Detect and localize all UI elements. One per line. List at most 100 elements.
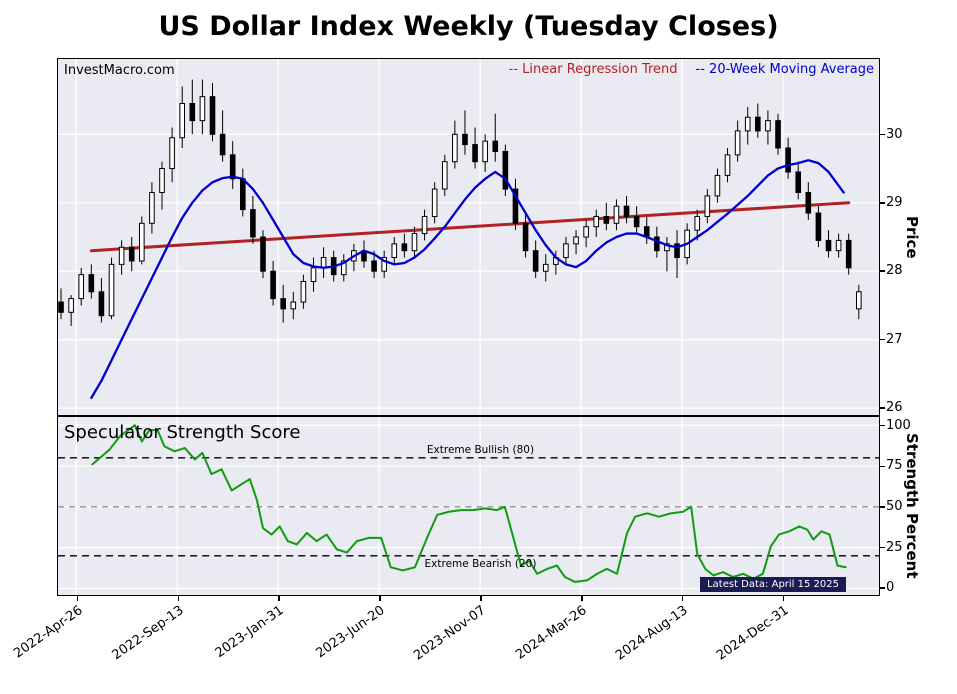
- candle: [482, 134, 488, 172]
- strength-tick-mark: [880, 587, 885, 589]
- candle: [219, 110, 226, 162]
- x-tick-label: 2022-Sep-13: [109, 603, 187, 664]
- price-tick-label: 29: [886, 194, 903, 210]
- candle: [250, 195, 256, 244]
- x-tick-label: 2023-Jun-20: [313, 603, 388, 662]
- watermark-investmacro: InvestMacro.com: [64, 63, 175, 78]
- candle: [522, 213, 529, 258]
- candle: [664, 237, 670, 272]
- x-tick-label: 2024-Mar-26: [513, 603, 590, 663]
- candle: [361, 240, 367, 268]
- candle: [189, 79, 196, 135]
- candle: [381, 250, 387, 279]
- candle: [209, 82, 216, 142]
- price-tick-mark: [880, 202, 885, 204]
- x-tick-mark: [782, 596, 785, 601]
- candle: [795, 161, 802, 200]
- candle: [260, 230, 266, 279]
- x-tick-mark: [76, 596, 79, 601]
- strength-tick-mark: [880, 424, 885, 427]
- candle: [643, 216, 650, 244]
- candle: [744, 106, 751, 145]
- candle: [290, 291, 297, 320]
- chart-title: US Dollar Index Weekly (Tuesday Closes): [158, 11, 779, 42]
- strength-score-line: [91, 424, 847, 583]
- candle: [270, 260, 276, 306]
- strength-tick-mark: [880, 465, 885, 468]
- x-tick-mark: [581, 596, 583, 601]
- x-tick-mark: [278, 596, 280, 601]
- candle: [68, 295, 74, 326]
- candle: [845, 233, 852, 275]
- candle: [411, 226, 418, 258]
- candle: [421, 209, 428, 241]
- candle: [825, 230, 832, 258]
- candle: [734, 120, 741, 162]
- price-panel: [57, 58, 880, 416]
- strength-chart: [58, 417, 879, 595]
- x-tick-mark: [177, 596, 180, 601]
- strength-panel-title: Speculator Strength Score: [64, 422, 301, 443]
- candle: [785, 137, 791, 179]
- candle: [199, 79, 206, 135]
- strength-tick-label: 50: [886, 498, 903, 514]
- candle: [78, 267, 85, 306]
- price-tick-label: 28: [886, 263, 903, 279]
- strength-tick-label: 75: [886, 458, 903, 474]
- extreme-bullish-label: Extreme Bullish (80): [426, 444, 535, 457]
- candle: [320, 247, 327, 279]
- candle: [462, 110, 468, 155]
- strength-tick-mark: [880, 506, 885, 508]
- regression-trend-line: [89, 201, 851, 253]
- strength-tick-label: 0: [886, 580, 895, 596]
- candle: [159, 161, 165, 210]
- candle: [724, 148, 731, 183]
- x-tick-label: 2023-Nov-07: [411, 603, 489, 664]
- candle: [532, 240, 539, 279]
- candle: [149, 182, 155, 234]
- strength-tick-label: 100: [886, 417, 911, 433]
- candle: [128, 237, 135, 272]
- candle: [704, 189, 711, 224]
- candle: [431, 182, 438, 224]
- candle: [633, 206, 640, 234]
- candle: [492, 113, 499, 162]
- candle: [300, 274, 307, 309]
- candle: [441, 154, 448, 196]
- candle: [623, 195, 630, 224]
- price-tick-label: 30: [886, 126, 903, 142]
- x-tick-label: 2023-Jan-31: [213, 603, 288, 662]
- price-tick-mark: [880, 133, 885, 136]
- legend-ma-label: -- 20-Week Moving Average: [695, 62, 874, 77]
- candle: [603, 202, 610, 231]
- candle: [593, 209, 600, 237]
- candle: [452, 120, 458, 169]
- candle: [239, 168, 246, 217]
- candle: [169, 127, 175, 183]
- price-axis-label: Price: [903, 215, 921, 259]
- x-tick-mark: [379, 596, 381, 601]
- candle: [280, 284, 286, 323]
- strength-axis-label: Strength Percent: [903, 433, 921, 579]
- candle: [108, 257, 115, 320]
- candles-group: [58, 79, 862, 326]
- candle: [765, 110, 771, 145]
- candle: [755, 103, 761, 138]
- candle: [815, 206, 822, 248]
- candle: [573, 230, 579, 255]
- price-tick-label: 27: [886, 331, 903, 347]
- candle: [512, 178, 519, 231]
- candle: [229, 141, 236, 190]
- candle: [835, 233, 842, 258]
- candle: [583, 219, 589, 248]
- x-tick-mark: [480, 596, 482, 601]
- candle: [714, 168, 721, 203]
- candle: [502, 144, 509, 196]
- price-tick-mark: [880, 270, 885, 272]
- moving-average-line: [90, 159, 845, 400]
- candle: [563, 237, 569, 265]
- strength-panel: [57, 416, 880, 596]
- candle: [88, 264, 95, 299]
- strength-tick-label: 25: [886, 539, 903, 555]
